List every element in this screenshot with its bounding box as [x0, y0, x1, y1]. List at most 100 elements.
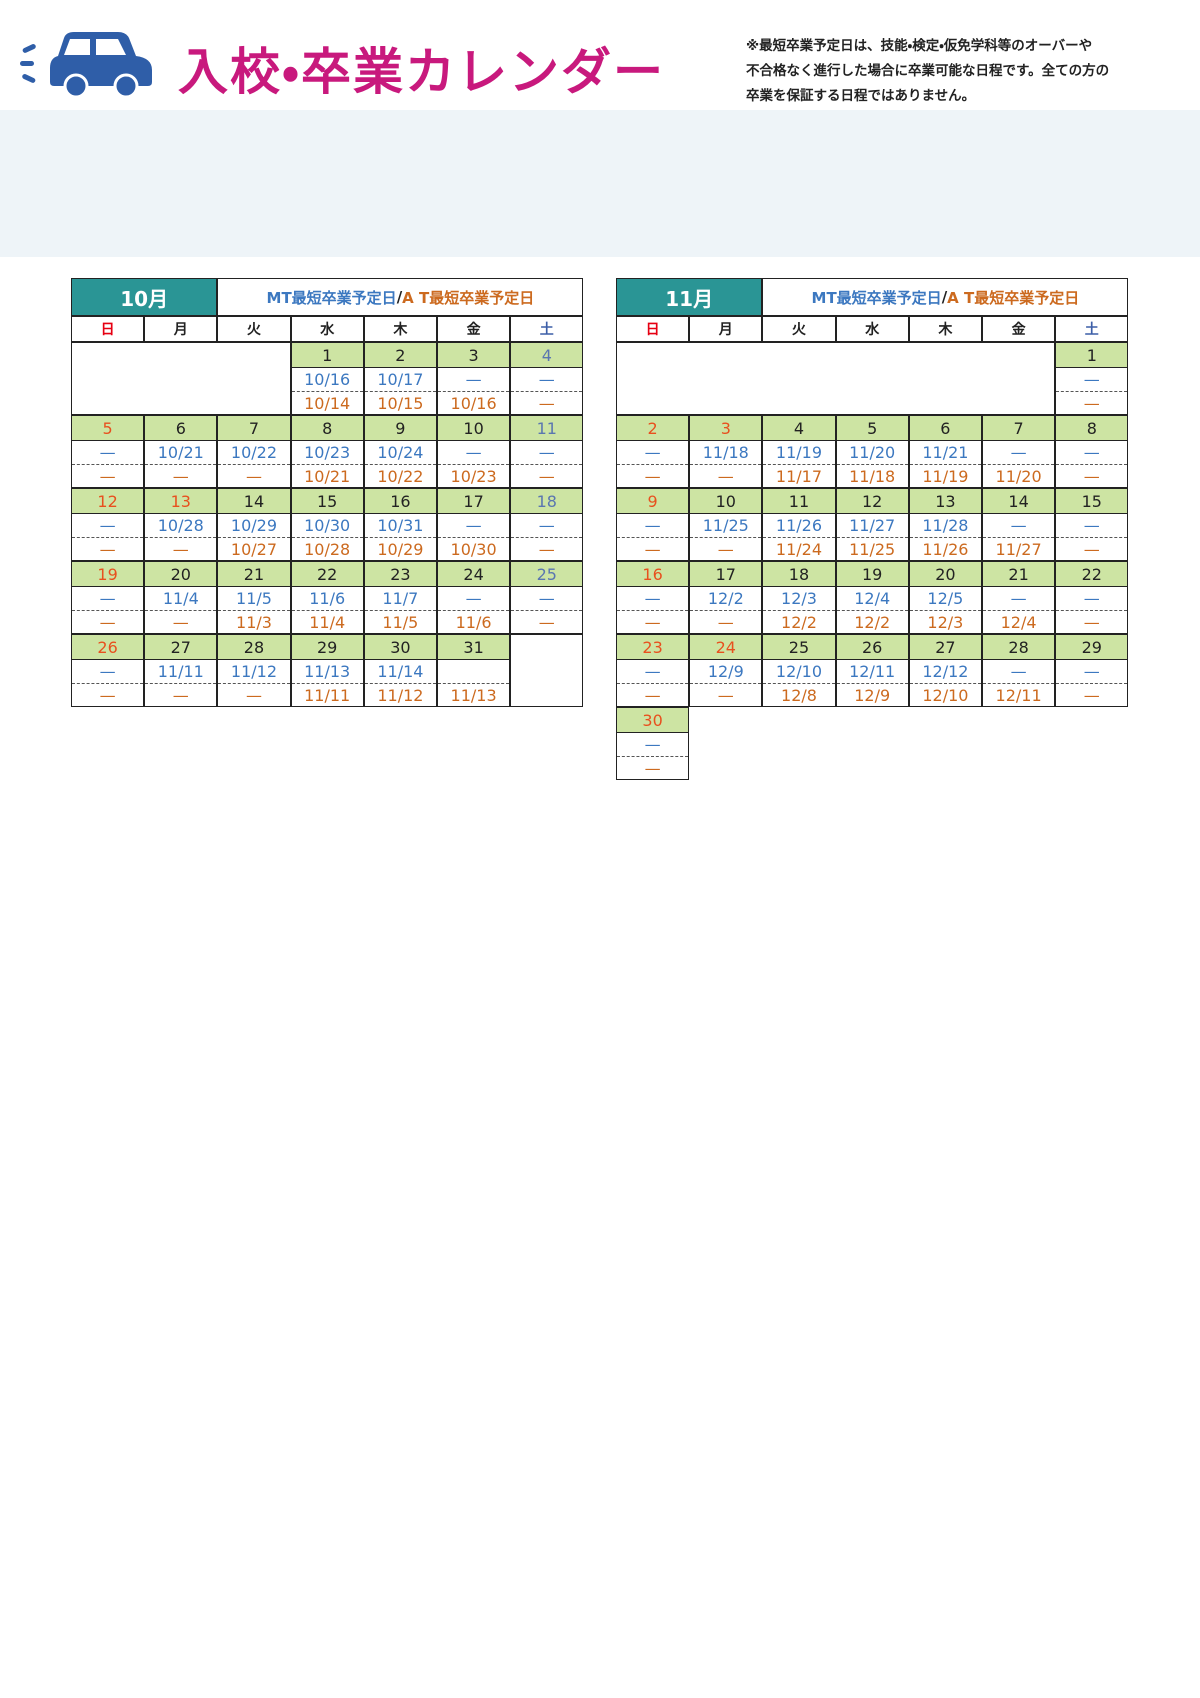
at-date: —: [1056, 464, 1128, 487]
at-date: —: [511, 537, 583, 560]
day-number: 22: [291, 562, 363, 587]
mt-date: 12/11: [849, 662, 896, 681]
month-label: 10月: [71, 278, 218, 316]
day-number: 26: [836, 635, 908, 660]
weekday: 土: [510, 316, 584, 342]
day-number: 27: [145, 635, 217, 660]
at-date: —: [1056, 610, 1128, 633]
day-number: 15: [291, 489, 363, 514]
at-date: 12/2: [836, 610, 908, 633]
day-cell: 23 11/7 11/5: [363, 561, 437, 634]
day-cell: 16 — —: [616, 561, 690, 634]
empty-cell: [71, 342, 291, 415]
day-cell: 15 — —: [1055, 488, 1129, 561]
day-cell: 14 10/29 10/27: [217, 488, 291, 561]
at-date: 10/22: [364, 464, 436, 487]
at-date: —: [145, 683, 217, 706]
day-cell: 11 11/26 11/24: [762, 488, 836, 561]
day-cell: 27 12/12 12/10: [908, 634, 982, 707]
day-number: 9: [364, 416, 436, 441]
day-number: 16: [364, 489, 436, 514]
day-number: 12: [72, 489, 144, 514]
day-number: 24: [438, 562, 510, 587]
empty-cell: [510, 634, 584, 707]
mt-date: 11/11: [157, 662, 204, 681]
day-cell: 22 11/6 11/4: [290, 561, 364, 634]
day-cell: 4 — —: [510, 342, 584, 415]
month-label: 11月: [616, 278, 763, 316]
day-number: 10: [690, 489, 762, 514]
mt-date: 11/4: [162, 589, 199, 608]
at-date: —: [72, 464, 144, 487]
at-date: 10/28: [291, 537, 363, 560]
day-cell: 25 12/10 12/8: [762, 634, 836, 707]
mt-date: 11/7: [382, 589, 419, 608]
mt-date: 11/27: [849, 516, 896, 535]
day-number: 18: [763, 562, 835, 587]
at-date: 12/11: [983, 683, 1055, 706]
banner-band: [0, 110, 1200, 257]
at-date: 10/16: [438, 391, 510, 414]
at-date: 11/5: [364, 610, 436, 633]
mt-date: 10/21: [157, 443, 204, 462]
day-cell: 18 — —: [510, 488, 584, 561]
day-cell: 20 12/5 12/3: [908, 561, 982, 634]
day-cell: 30 — —: [616, 707, 690, 780]
weekday: 水: [290, 316, 364, 342]
at-date: 11/20: [983, 464, 1055, 487]
day-cell: 23 — —: [616, 634, 690, 707]
day-cell: 17 12/2 —: [689, 561, 763, 634]
mt-date: —: [465, 370, 482, 389]
day-cell: 1 — —: [1055, 342, 1129, 415]
at-date: —: [690, 464, 762, 487]
day-cell: 18 12/3 12/2: [762, 561, 836, 634]
day-cell: 5 — —: [71, 415, 145, 488]
day-number: 2: [617, 416, 689, 441]
day-number: 7: [218, 416, 290, 441]
day-cell: 26 — —: [71, 634, 145, 707]
weekday: 木: [363, 316, 437, 342]
mt-date: —: [99, 662, 116, 681]
at-date: 12/10: [909, 683, 981, 706]
weekday: 火: [217, 316, 291, 342]
day-cell: 10 — 10/23: [437, 415, 511, 488]
day-cell: 15 10/30 10/28: [290, 488, 364, 561]
mt-date: 11/12: [230, 662, 278, 681]
at-date: —: [617, 756, 689, 779]
mt-date: —: [465, 589, 482, 608]
legend-mt: MT最短卒業予定日: [811, 288, 942, 307]
mt-date: —: [1083, 370, 1100, 389]
legend-at: A T最短卒業予定日: [947, 288, 1080, 307]
at-date: —: [1056, 391, 1128, 414]
day-number: 6: [145, 416, 217, 441]
day-number: 1: [291, 343, 363, 368]
mt-date: —: [1083, 516, 1100, 535]
mt-date: 11/20: [849, 443, 896, 462]
day-number: 21: [218, 562, 290, 587]
day-number: 30: [617, 708, 689, 733]
mt-date: 12/5: [927, 589, 964, 608]
empty-cell: [616, 342, 1056, 415]
mt-date: 11/28: [922, 516, 969, 535]
mt-date: 11/25: [702, 516, 749, 535]
day-cell: 13 10/28 —: [144, 488, 218, 561]
day-number: 3: [690, 416, 762, 441]
day-number: 26: [72, 635, 144, 660]
at-date: —: [218, 683, 290, 706]
mt-date: —: [465, 516, 482, 535]
day-cell: 20 11/4 —: [144, 561, 218, 634]
mt-date: 12/9: [707, 662, 744, 681]
day-cell: 28 — 12/11: [982, 634, 1056, 707]
at-date: —: [617, 537, 689, 560]
note-line: ※最短卒業予定日は、技能・検定・仮免学科等のオーバーや: [746, 38, 1093, 54]
at-date: 11/11: [291, 683, 363, 706]
at-date: —: [145, 610, 217, 633]
weekday: 木: [908, 316, 982, 342]
at-date: 12/8: [763, 683, 835, 706]
day-number: 11: [763, 489, 835, 514]
day-number: 7: [983, 416, 1055, 441]
day-cell: 12 11/27 11/25: [835, 488, 909, 561]
day-cell: 19 — —: [71, 561, 145, 634]
day-cell: 19 12/4 12/2: [835, 561, 909, 634]
mt-date: 11/21: [922, 443, 969, 462]
